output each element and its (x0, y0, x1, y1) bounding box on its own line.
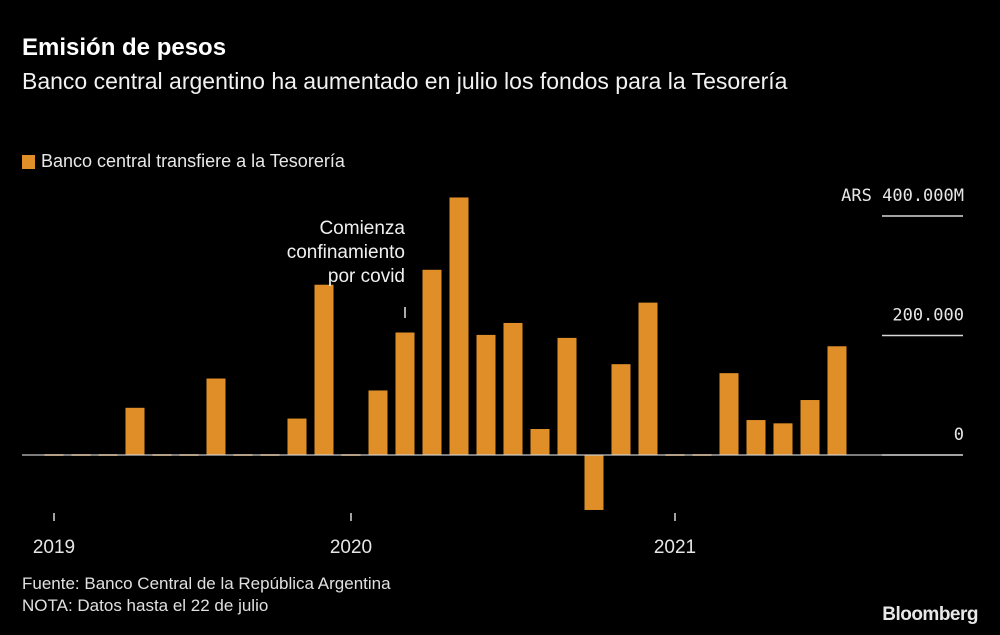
bar-2020-12 (638, 302, 658, 455)
bar-2020-11 (611, 364, 631, 455)
bar-2019-05 (125, 407, 145, 455)
annotation-text-line: Comienza (319, 218, 405, 239)
data-note: NOTA: Datos hasta el 22 de julio (22, 596, 269, 615)
x-tick-label-2020: 2020 (330, 537, 372, 558)
legend-swatch (22, 154, 35, 169)
bar-2019-11 (287, 418, 307, 455)
bar-2020-09 (557, 337, 577, 455)
bar-2020-03 (395, 332, 415, 455)
bar-2020-02 (368, 390, 388, 455)
chart-title: Emisión de pesos (22, 34, 227, 61)
bar-2021-07 (827, 346, 847, 455)
bar-2021-06 (800, 400, 820, 455)
bar-2019-08 (206, 378, 226, 455)
legend-label: Banco central transfiere a la Tesorería (41, 151, 345, 171)
annotation-text-line: confinamiento (287, 242, 405, 263)
y-tick-label-0: 0 (954, 425, 964, 445)
bar-2019-12 (314, 284, 334, 455)
bar-2020-10 (584, 455, 604, 510)
y-tick-label-200000: 200.000 (892, 306, 964, 326)
bar-2020-04 (422, 269, 442, 455)
bar-2021-05 (773, 423, 793, 455)
bloomberg-logo: Bloomberg (882, 604, 978, 625)
bar-2020-06 (476, 334, 496, 455)
x-tick-label-2021: 2021 (654, 537, 696, 558)
source-note: Fuente: Banco Central de la República Ar… (22, 574, 391, 593)
x-tick-label-2019: 2019 (33, 537, 75, 558)
bar-2021-04 (746, 420, 766, 455)
legend: Banco central transfiere a la Tesorería (22, 151, 345, 172)
bar-2020-05 (449, 197, 469, 456)
annotation-text-line: por covid (328, 266, 405, 287)
bar-2020-08 (530, 429, 550, 455)
footer: Fuente: Banco Central de la República Ar… (22, 573, 391, 617)
bar-2021-03 (719, 373, 739, 455)
y-tick-label-400000: ARS 400.000M (841, 186, 964, 206)
chart-subtitle: Banco central argentino ha aumentado en … (22, 68, 788, 94)
bar-2020-07 (503, 322, 523, 455)
